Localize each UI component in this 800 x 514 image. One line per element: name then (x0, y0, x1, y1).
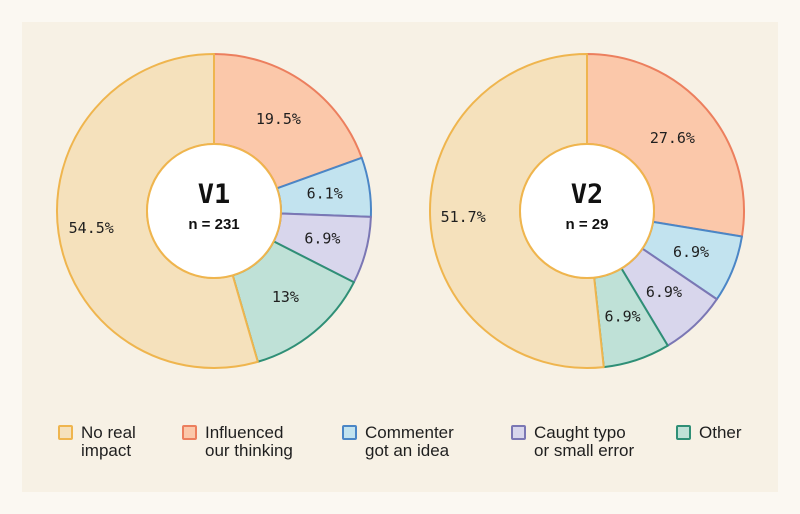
chart-title: V2 (571, 179, 604, 210)
donut-charts: 19.5% 6.1% 6.9% 13% 54.5% V1 n = 231 27.6% 6.9% 6… (56, 53, 745, 369)
legend-swatch-other (676, 425, 691, 440)
legend-label: No real impact (81, 423, 136, 460)
donut-chart-v2: 27.6% 6.9% 6.9% 6.9% 51.7% V2 n = 29 (429, 53, 745, 369)
legend-label: Commenter got an idea (365, 423, 454, 460)
legend-label: Caught typo or small error (534, 423, 635, 460)
slice-label-caught-typo-or-small-error: 6.9% (304, 230, 340, 248)
legend-swatch-commenter-idea (342, 425, 357, 440)
chart-panel: 19.5% 6.1% 6.9% 13% 54.5% V1 n = 231 27.6% 6.9% 6… (22, 22, 778, 492)
legend: No real impact Influenced our thinking C… (22, 424, 778, 484)
legend-item-no-real-impact: No real impact (58, 424, 136, 460)
legend-swatch-influenced (182, 425, 197, 440)
chart-sample-size: n = 231 (188, 216, 239, 233)
donut-hole (146, 143, 282, 279)
slice-label-commenter-got-an-idea: 6.1% (307, 184, 343, 202)
donut-chart-v1: 19.5% 6.1% 6.9% 13% 54.5% V1 n = 231 (56, 53, 372, 369)
legend-swatch-caught-typo (511, 425, 526, 440)
legend-label: Influenced our thinking (205, 423, 293, 460)
legend-item-other: Other (676, 424, 742, 442)
legend-swatch-no-real-impact (58, 425, 73, 440)
chart-sample-size: n = 29 (566, 216, 609, 233)
legend-label: Other (699, 423, 742, 442)
chart-title: V1 (198, 179, 231, 210)
slice-label-influenced-our-thinking: 19.5% (256, 110, 301, 128)
legend-item-caught-typo: Caught typo or small error (511, 424, 634, 460)
donut-hole (519, 143, 655, 279)
slice-label-other: 13% (272, 288, 299, 306)
legend-item-commenter-idea: Commenter got an idea (342, 424, 454, 460)
legend-item-influenced: Influenced our thinking (182, 424, 293, 460)
slice-label-influenced-our-thinking: 27.6% (650, 129, 695, 147)
slice-label-commenter-got-an-idea: 6.9% (673, 243, 709, 261)
slice-label-caught-typo-or-small-error: 6.9% (646, 283, 682, 301)
slice-label-other: 6.9% (605, 308, 641, 326)
slice-label-no-real-impact: 54.5% (69, 219, 114, 237)
slice-label-no-real-impact: 51.7% (441, 208, 486, 226)
